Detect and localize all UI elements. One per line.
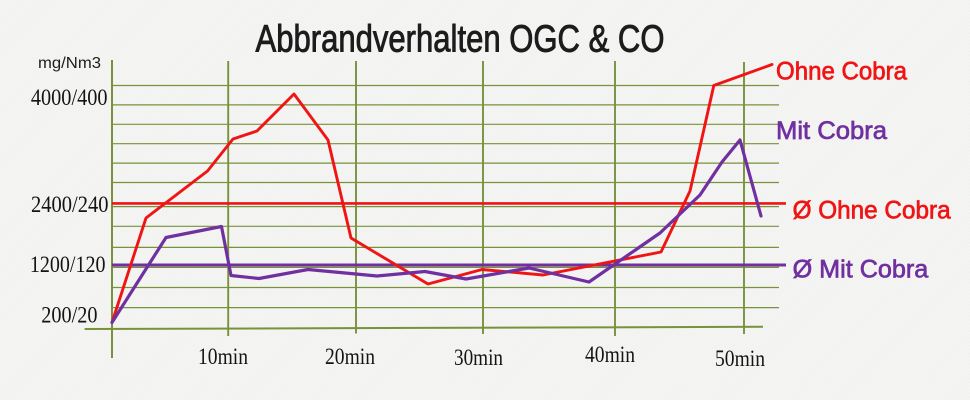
svg-text:50min: 50min bbox=[715, 346, 765, 371]
svg-text:200/20: 200/20 bbox=[41, 303, 97, 328]
svg-text:10min: 10min bbox=[198, 344, 248, 369]
svg-text:20min: 20min bbox=[325, 344, 375, 369]
svg-text:40min: 40min bbox=[585, 342, 635, 367]
svg-text:2400/240: 2400/240 bbox=[31, 192, 109, 217]
svg-text:Mit Cobra: Mit Cobra bbox=[776, 117, 887, 145]
svg-text:Abbrandverhalten OGC & CO: Abbrandverhalten OGC & CO bbox=[256, 19, 665, 61]
svg-text:Ø Mit Cobra: Ø Mit Cobra bbox=[793, 256, 929, 284]
svg-text:30min: 30min bbox=[454, 345, 503, 370]
svg-text:Ohne Cobra: Ohne Cobra bbox=[776, 58, 907, 86]
svg-text:mg/Nm3: mg/Nm3 bbox=[38, 55, 101, 72]
svg-text:1200/120: 1200/120 bbox=[30, 252, 106, 277]
svg-text:Ø Ohne Cobra: Ø Ohne Cobra bbox=[793, 197, 951, 225]
svg-text:4000/400: 4000/400 bbox=[31, 85, 108, 110]
